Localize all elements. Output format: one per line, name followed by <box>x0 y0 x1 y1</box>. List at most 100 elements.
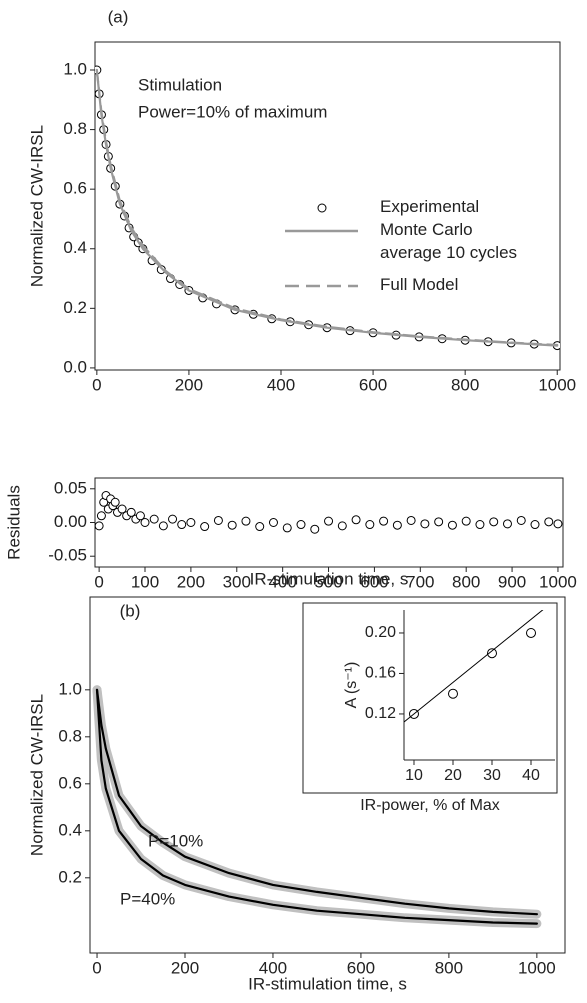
x-tick-label: 0 <box>92 958 101 977</box>
x-tick-label: 100 <box>131 572 159 591</box>
inset-frame <box>302 602 558 794</box>
y-tick-label: 0.6 <box>63 179 87 198</box>
data-point <box>487 648 498 659</box>
data-point <box>200 522 210 532</box>
data-point <box>392 520 402 530</box>
annotation: P=40% <box>120 889 175 908</box>
data-point <box>379 516 389 526</box>
x-tick-label: 200 <box>175 375 203 394</box>
data-point <box>406 515 416 525</box>
x-tick-label: 40 <box>522 767 540 784</box>
y-tick-label: 0.6 <box>58 773 82 792</box>
data-point <box>516 515 526 525</box>
plot-area <box>95 491 563 534</box>
legend-marker <box>317 203 327 213</box>
data-line <box>404 610 544 723</box>
data-point <box>447 688 458 699</box>
data-line <box>95 68 559 347</box>
y-axis-label: Normalized CW-IRSL <box>27 125 46 287</box>
x-tick-label: 400 <box>268 572 296 591</box>
data-point <box>526 627 537 638</box>
data-point <box>110 497 120 507</box>
x-tick-label: 1000 <box>539 572 577 591</box>
y-tick-label: 0.2 <box>58 867 82 886</box>
data-point <box>96 511 106 521</box>
plot-frame <box>89 596 566 954</box>
legend-label: Full Model <box>380 275 458 294</box>
data-point <box>186 518 196 527</box>
data-point <box>324 516 334 526</box>
y-tick-label: 0.8 <box>63 119 87 138</box>
legend-label: Experimental <box>380 197 479 216</box>
data-point <box>351 515 361 525</box>
x-axis-label: IR-stimulation time, s <box>250 569 409 588</box>
annotation: Stimulation <box>138 75 222 94</box>
x-tick-label: 10 <box>405 767 423 784</box>
data-point <box>544 517 554 527</box>
x-tick-label: 700 <box>406 572 434 591</box>
data-point <box>117 504 127 514</box>
data-point <box>553 519 563 529</box>
y-tick-label: 0.00 <box>54 512 87 531</box>
data-point <box>282 523 292 533</box>
x-axis-label: IR-stimulation time, s <box>248 974 407 993</box>
x-tick-label: 500 <box>314 572 342 591</box>
data-point <box>365 520 375 530</box>
y-axis-label: Residuals <box>4 485 23 560</box>
data-point <box>268 518 278 527</box>
panel-label: (b) <box>120 601 141 620</box>
y-tick-label: 1.0 <box>63 59 87 78</box>
data-point <box>95 521 104 531</box>
plot-frame <box>94 41 561 371</box>
x-tick-label: 1000 <box>518 958 556 977</box>
data-point <box>434 517 444 527</box>
x-tick-label: 30 <box>483 767 501 784</box>
x-tick-label: 300 <box>223 572 251 591</box>
data-point <box>241 516 251 526</box>
data-point <box>296 520 306 530</box>
x-tick-label: 900 <box>498 572 526 591</box>
x-tick-label: 400 <box>259 958 287 977</box>
data-line <box>95 688 538 925</box>
y-tick-label: 0.4 <box>63 238 87 257</box>
x-tick-label: 800 <box>435 958 463 977</box>
data-point <box>530 520 540 530</box>
x-tick-label: 600 <box>359 375 387 394</box>
data-point <box>213 515 223 525</box>
annotation: Power=10% of maximum <box>138 102 327 121</box>
x-tick-label: 600 <box>347 958 375 977</box>
data-point <box>447 520 457 530</box>
y-tick-label: 0.4 <box>58 820 82 839</box>
y-tick-label: 0.8 <box>58 726 82 745</box>
data-point <box>475 520 485 530</box>
x-tick-label: 600 <box>360 572 388 591</box>
y-tick-label: 0.2 <box>63 298 87 317</box>
x-tick-label: 800 <box>451 375 479 394</box>
y-tick-label: 0.16 <box>365 665 396 682</box>
data-point <box>149 514 159 524</box>
data-point <box>502 519 512 529</box>
data-point <box>489 517 499 527</box>
x-tick-label: 800 <box>452 572 480 591</box>
data-point <box>177 520 187 530</box>
y-tick-label: 0.20 <box>365 624 396 641</box>
y-tick-label: 1.0 <box>58 679 82 698</box>
y-tick-label: -0.05 <box>48 546 87 565</box>
y-axis-label: Normalized CW-IRSL <box>27 694 46 856</box>
data-point <box>310 524 320 534</box>
data-point <box>461 516 471 526</box>
data-point <box>126 507 136 517</box>
x-tick-label: 400 <box>267 375 295 394</box>
x-tick-label: 20 <box>444 767 462 784</box>
x-tick-label: 200 <box>177 572 205 591</box>
y-axis-label: A (s⁻¹) <box>343 662 360 709</box>
y-tick-label: 0.0 <box>63 357 87 376</box>
data-point <box>337 521 347 531</box>
data-point <box>140 518 150 527</box>
plot-area <box>95 65 560 351</box>
data-point <box>158 521 168 531</box>
x-tick-label: 0 <box>92 375 101 394</box>
data-line <box>95 688 538 916</box>
